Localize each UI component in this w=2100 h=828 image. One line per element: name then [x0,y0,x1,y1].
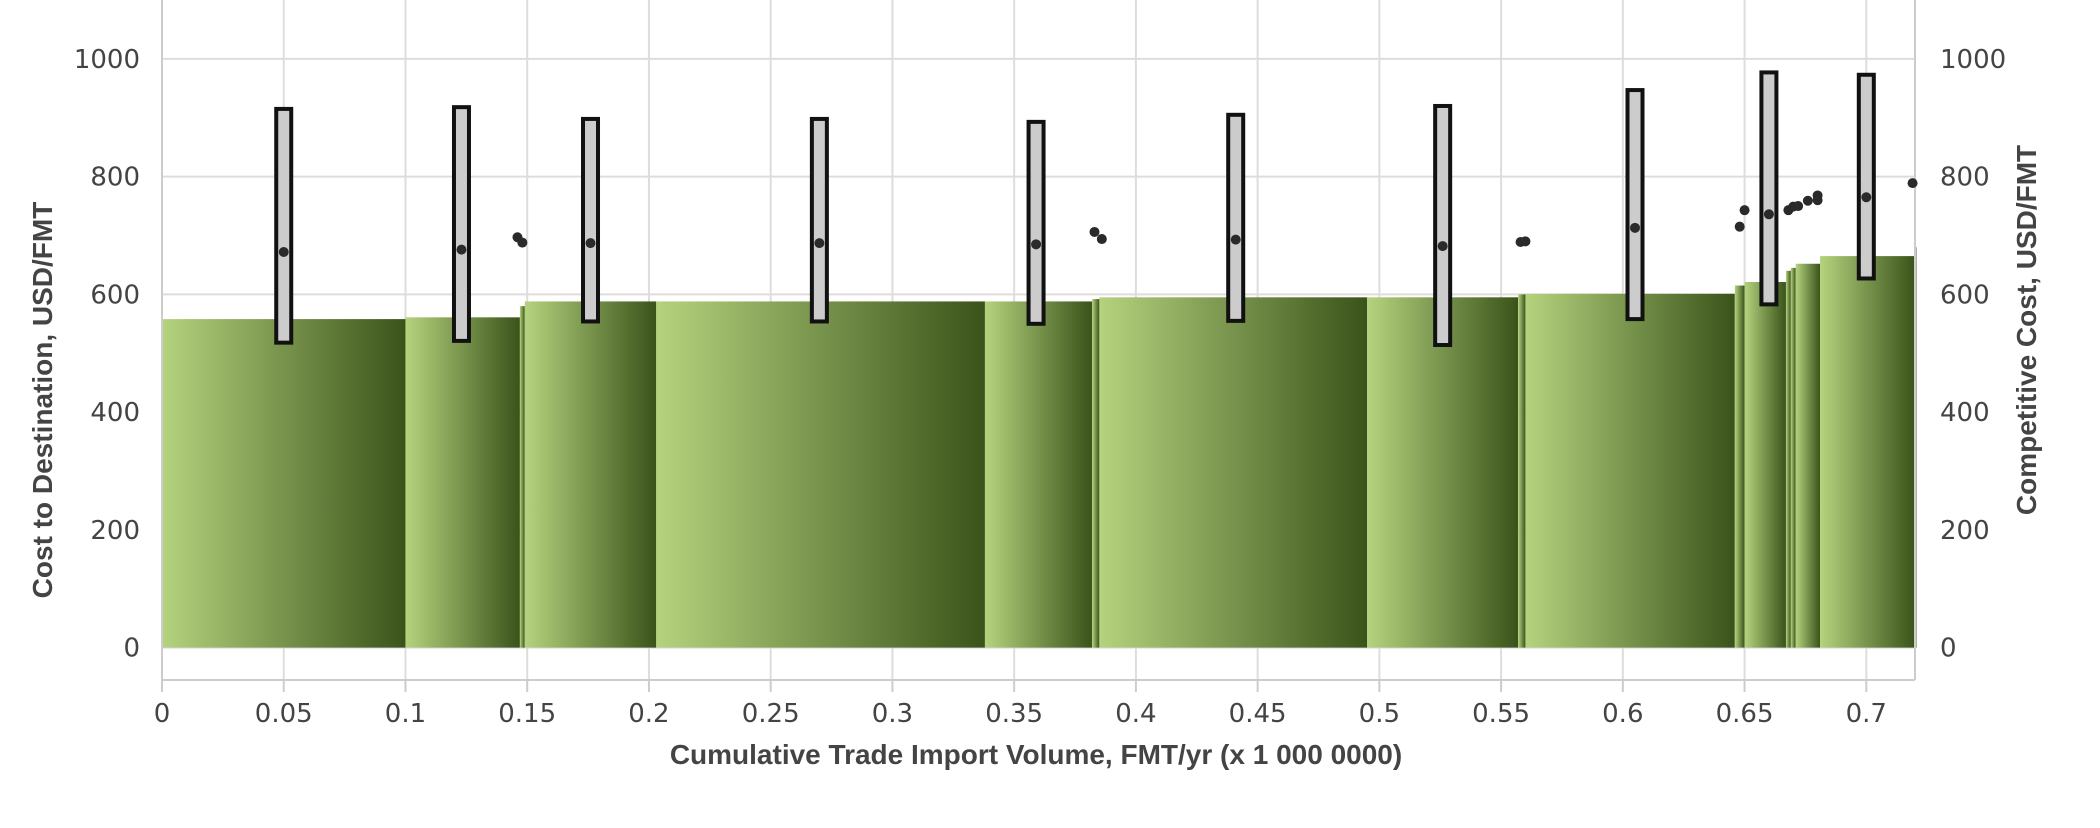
y2-tick-label-5: 1000 [1940,45,2006,75]
x-tick-label-1: 0.05 [255,699,313,729]
x-tick-label-14: 0.7 [1846,699,1887,729]
point-11 [1802,195,1813,206]
x-tick-label-4: 0.2 [628,699,669,729]
point-5 [1520,236,1531,247]
y2-tick-label-1: 200 [1940,516,1990,546]
x-tick-label-8: 0.4 [1115,699,1156,729]
y-tick-label-0: 0 [123,634,140,664]
y-tick-label-1: 200 [90,516,140,546]
bar-16 [1820,256,1915,648]
bar-9 [1518,294,1526,648]
points [512,178,1918,248]
range-midpoint-6 [1437,241,1448,252]
bars [162,247,1917,648]
range-box-7 [1625,88,1645,322]
x-tick-label-0: 0 [154,699,171,729]
range-midpoint-7 [1630,222,1641,233]
range-box-5 [1226,112,1246,323]
range-midpoint-1 [456,244,467,255]
y2-tick-label-3: 600 [1940,280,1990,310]
range-midpoint-3 [814,238,825,249]
x-tick-label-11: 0.55 [1472,699,1530,729]
x-tick-label-6: 0.3 [872,699,913,729]
bar-7 [1099,297,1368,648]
bar-0 [162,319,406,648]
axes [161,0,1916,692]
x-tick-label-7: 0.35 [985,699,1043,729]
bar-15 [1795,263,1821,648]
bar-10 [1525,293,1735,648]
bar-5 [984,301,1093,648]
point-14 [1907,178,1918,189]
point-6 [1734,221,1745,232]
y-tick-label-5: 1000 [74,45,140,75]
range-midpoint-2 [585,238,596,249]
range-box-3 [809,116,829,324]
y2-tick-label-4: 800 [1940,163,1990,193]
y-tick-label-3: 600 [90,280,140,310]
point-2 [1089,226,1100,237]
range-midpoint-9 [1861,192,1872,203]
y-tick-label-4: 800 [90,163,140,193]
y2-tick-label-0: 0 [1940,634,1957,664]
x-tick-label-3: 0.15 [498,699,556,729]
range-box-0 [274,106,294,345]
y2-axis-title: Competitive Cost, USD/FMT [2011,145,2042,515]
x-tick-label-9: 0.45 [1229,699,1287,729]
bar-2 [519,306,525,648]
x-tick-label-10: 0.5 [1359,699,1400,729]
tick-labels: 0 0.05 0.1 0.15 0.2 0.25 0.3 0.35 0.4 0.45 0.5 0.55… [74,45,2006,729]
bar-1 [405,317,520,648]
bar-13 [1785,270,1791,648]
point-1 [517,237,528,248]
bar-11 [1734,285,1745,648]
bar-12 [1744,282,1786,648]
range-box-2 [581,116,601,324]
range-box-8 [1759,70,1779,307]
range-box-1 [451,105,471,343]
y-axis-title: Cost to Destination, USD/FMT [27,202,58,599]
range-midpoint-4 [1031,239,1042,250]
y2-tick-label-2: 400 [1940,398,1990,428]
point-3 [1096,234,1107,245]
ranges [274,70,1876,348]
point-13 [1812,190,1823,201]
point-7 [1739,205,1750,216]
x-tick-label-13: 0.65 [1716,699,1774,729]
range-midpoint-5 [1230,234,1241,245]
x-tick-label-2: 0.1 [385,699,426,729]
bar-8 [1367,297,1519,648]
range-midpoint-0 [278,246,289,257]
bar-14 [1790,267,1796,648]
range-box-9 [1856,72,1876,281]
range-box-4 [1026,119,1046,326]
bar-4 [656,301,985,648]
y-tick-label-2: 400 [90,398,140,428]
range-midpoint-8 [1763,209,1774,220]
x-axis-title: Cumulative Trade Import Volume, FMT/yr (… [670,739,1402,770]
x-tick-label-12: 0.6 [1602,699,1643,729]
range-box-6 [1433,103,1453,348]
x-tick-label-5: 0.25 [742,699,800,729]
point-10 [1793,201,1804,212]
bar-6 [1092,299,1100,648]
bar-3 [524,301,657,648]
